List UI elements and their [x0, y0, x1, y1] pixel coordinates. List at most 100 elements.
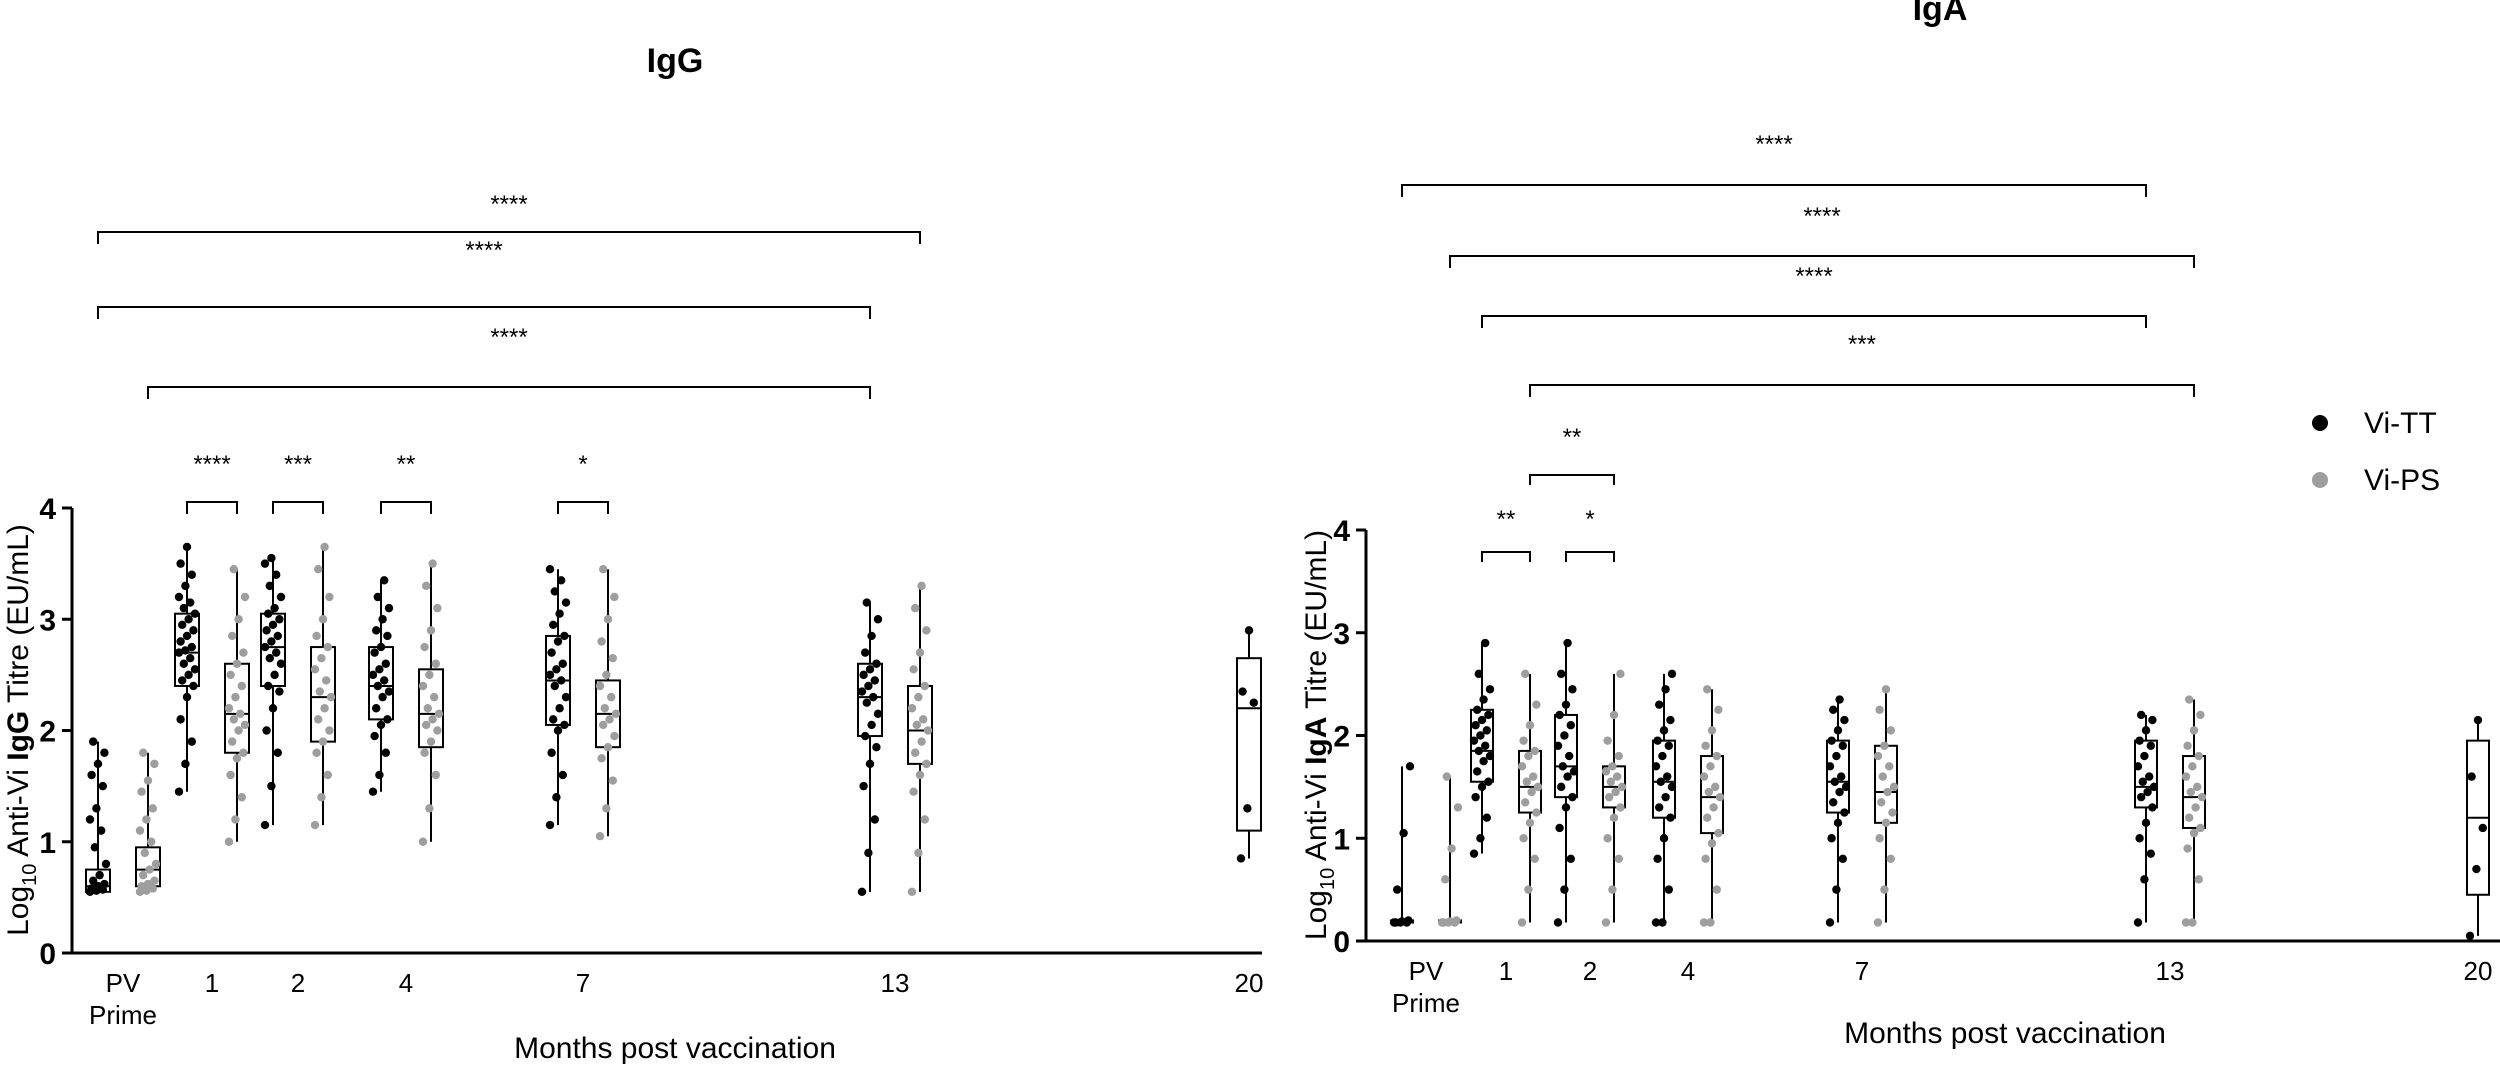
- data-point: [2473, 715, 2483, 725]
- data-point: [87, 884, 96, 893]
- data-point: [190, 609, 200, 618]
- data-point: [140, 848, 149, 858]
- data-point: [2193, 782, 2202, 792]
- x-tick-label: 13: [881, 968, 910, 998]
- data-point: [268, 620, 278, 630]
- data-point: [368, 670, 378, 680]
- data-point: [1616, 669, 1625, 679]
- data-point: [1517, 762, 1527, 771]
- data-point: [1525, 721, 1535, 730]
- data-point: [270, 670, 279, 680]
- data-point: [1658, 918, 1667, 927]
- data-point: [1243, 804, 1252, 813]
- data-point: [315, 687, 324, 696]
- data-point: [907, 704, 917, 713]
- data-point: [862, 598, 871, 607]
- data-point: [1667, 669, 1677, 679]
- data-point: [276, 592, 286, 602]
- data-point: [260, 559, 270, 568]
- data-point: [1651, 762, 1661, 771]
- y-axis-label-subscript: 10: [1317, 868, 1339, 890]
- data-point: [1608, 762, 1617, 771]
- data-point: [2148, 803, 2157, 812]
- data-point: [1474, 669, 1484, 679]
- data-point: [1608, 885, 1617, 894]
- data-point: [909, 787, 918, 796]
- data-point: [89, 876, 98, 885]
- significance-label: ****: [490, 324, 527, 351]
- data-point: [599, 564, 608, 574]
- data-point: [1519, 736, 1528, 745]
- data-point: [557, 576, 566, 585]
- data-point: [555, 704, 564, 713]
- significance-label: *: [578, 451, 587, 478]
- data-point: [1825, 918, 1835, 927]
- data-point: [240, 720, 250, 730]
- data-point: [232, 659, 242, 668]
- data-point: [1659, 834, 1669, 843]
- data-point: [600, 704, 609, 713]
- data-point: [553, 637, 563, 646]
- data-point: [861, 648, 870, 657]
- data-point: [1825, 762, 1835, 771]
- data-point: [602, 670, 611, 680]
- data-point: [1841, 782, 1851, 792]
- data-point: [1873, 751, 1883, 761]
- data-point: [375, 770, 384, 780]
- data-point: [2472, 864, 2481, 874]
- data-point: [1399, 828, 1408, 838]
- data-point: [1835, 695, 1844, 704]
- data-point: [2194, 875, 2203, 884]
- significance-label: ****: [1795, 263, 1832, 290]
- data-point: [1473, 705, 1482, 715]
- data-point: [267, 781, 276, 791]
- x-tick-label-line: Prime: [89, 1000, 157, 1030]
- y-tick-label: 1: [39, 827, 56, 860]
- data-point: [276, 659, 286, 668]
- data-point: [262, 726, 271, 735]
- data-point: [2148, 715, 2157, 725]
- data-point: [2185, 813, 2194, 822]
- data-point: [2197, 792, 2207, 802]
- data-point: [1611, 787, 1620, 797]
- data-point: [1661, 685, 1670, 694]
- data-point: [97, 826, 106, 835]
- x-tick-label-line: 7: [1855, 956, 1869, 986]
- data-point: [143, 776, 153, 785]
- data-point: [426, 626, 436, 635]
- data-point: [434, 709, 444, 719]
- data-point: [1614, 751, 1624, 761]
- data-point: [151, 859, 161, 869]
- data-point: [1653, 736, 1662, 745]
- data-point: [1474, 746, 1484, 756]
- data-point: [1658, 751, 1667, 761]
- data-point: [376, 642, 386, 652]
- data-point: [2181, 772, 2191, 781]
- data-point: [1603, 736, 1612, 745]
- data-point: [425, 804, 434, 813]
- data-point: [176, 559, 185, 568]
- data-point: [1391, 918, 1400, 927]
- significance-bracket: [97, 306, 871, 319]
- data-point: [272, 570, 281, 579]
- data-point: [1888, 808, 1897, 817]
- data-point: [561, 692, 571, 702]
- data-point: [1236, 854, 1246, 863]
- data-point: [2188, 762, 2197, 771]
- significance-bracket: [1481, 315, 2147, 328]
- data-point: [1601, 918, 1611, 927]
- data-point: [1452, 916, 1461, 925]
- data-point: [1701, 854, 1710, 863]
- data-point: [873, 709, 883, 719]
- y-tick-label: 0: [39, 938, 56, 971]
- data-point: [237, 793, 246, 802]
- data-point: [1563, 772, 1572, 781]
- data-point: [607, 692, 616, 702]
- data-point: [93, 759, 103, 769]
- data-point: [1482, 813, 1492, 822]
- data-point: [260, 820, 270, 830]
- data-point: [907, 887, 917, 897]
- data-point: [260, 642, 270, 652]
- data-point: [1527, 787, 1536, 797]
